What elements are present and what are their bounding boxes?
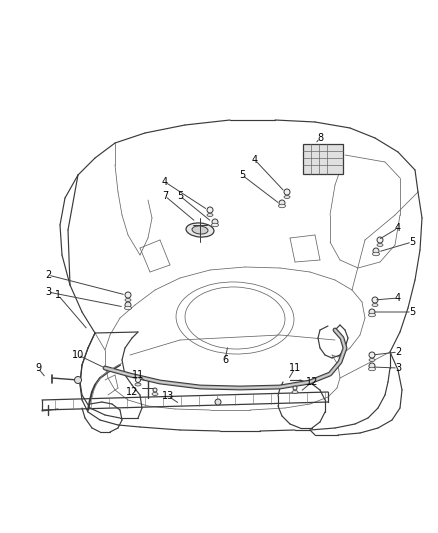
Ellipse shape [124,306,131,310]
Circle shape [153,388,157,392]
Text: 11: 11 [289,363,301,373]
Ellipse shape [369,359,375,361]
Text: 5: 5 [239,170,245,180]
Text: 11: 11 [132,370,144,380]
Circle shape [284,189,290,195]
Ellipse shape [377,244,383,246]
Circle shape [215,399,221,405]
Circle shape [373,248,379,254]
Circle shape [212,219,218,225]
Text: 3: 3 [395,363,401,373]
Circle shape [135,377,141,383]
Text: 4: 4 [162,177,168,187]
Text: 4: 4 [252,155,258,165]
Text: 12: 12 [306,377,318,387]
Text: 13: 13 [162,391,174,401]
Text: 8: 8 [317,133,323,143]
Text: 9: 9 [35,363,41,373]
Ellipse shape [125,298,131,302]
Circle shape [293,386,297,390]
Text: 1: 1 [55,290,61,300]
Circle shape [125,302,131,308]
Ellipse shape [292,391,298,393]
Ellipse shape [284,196,290,198]
FancyBboxPatch shape [303,144,343,174]
Circle shape [369,352,375,358]
Circle shape [207,207,213,213]
Ellipse shape [372,303,378,306]
Text: 2: 2 [45,270,51,280]
Text: 10: 10 [72,350,84,360]
Circle shape [377,237,383,243]
Circle shape [369,363,375,369]
Text: 2: 2 [395,347,401,357]
Ellipse shape [152,392,158,395]
Ellipse shape [279,204,286,208]
Text: 5: 5 [177,191,183,201]
Text: 5: 5 [409,237,415,247]
Text: 4: 4 [395,223,401,233]
Ellipse shape [186,223,214,237]
Ellipse shape [368,367,375,371]
Text: 5: 5 [409,307,415,317]
Circle shape [74,376,81,384]
Ellipse shape [368,313,375,317]
Text: 12: 12 [126,387,138,397]
Text: 6: 6 [222,355,228,365]
Text: 3: 3 [45,287,51,297]
Ellipse shape [372,252,379,256]
Circle shape [125,292,131,298]
Circle shape [279,200,285,206]
Ellipse shape [212,223,219,227]
Ellipse shape [192,226,208,234]
Circle shape [372,297,378,303]
Text: 4: 4 [395,293,401,303]
Circle shape [369,309,375,315]
Ellipse shape [207,214,213,216]
Ellipse shape [135,383,141,386]
Text: 7: 7 [162,191,168,201]
